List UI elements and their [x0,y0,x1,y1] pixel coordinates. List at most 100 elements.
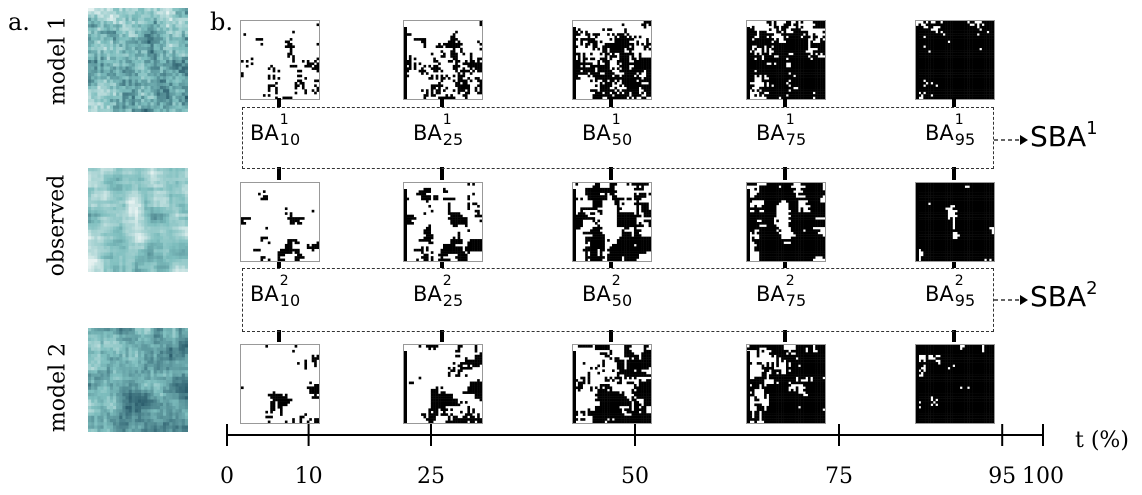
ba-box-1 [242,107,994,169]
ba-base: BA [413,282,442,306]
mask-model-1-t75 [746,20,826,100]
connector-3-0 [277,330,281,342]
connector-1-4 [952,167,956,180]
mask-observed-t10 [240,182,320,262]
ba-superscript: 2 [611,273,621,289]
panel-b-label: b. [210,8,233,36]
connector-3-2 [609,330,613,342]
connector-2-1 [440,262,444,268]
ba-label-1-95: BA 1 95 [925,112,982,149]
ba-base: BA [756,121,785,145]
mask-model-1-t50 [572,20,652,100]
ba-subscript: 10 [279,291,301,310]
ba-subscript: 75 [785,291,807,310]
ba-superscript: 1 [442,112,452,128]
ba-base: BA [582,121,611,145]
mask-model-2-t10 [240,344,320,424]
ba-subscript: 75 [785,130,807,149]
connector-0-4 [952,98,956,107]
ba-label-1-10: BA 1 10 [250,112,307,149]
ba-subscript: 25 [442,291,464,310]
connector-3-4 [952,330,956,342]
sba-1-label: SBA1 [1030,118,1098,153]
model-1-field [88,8,188,112]
ba-label-2-25: BA 2 25 [413,273,470,310]
observed-field [88,168,188,272]
ba-subscript: 25 [442,130,464,149]
connector-2-3 [783,262,787,268]
ba-superscript: 1 [279,112,289,128]
connector-1-3 [783,167,787,180]
connector-2-4 [952,262,956,268]
connector-0-2 [609,98,613,107]
ba-label-2-75: BA 2 75 [756,273,813,310]
mask-model-2-t25 [403,344,483,424]
ba-superscript: 2 [442,273,452,289]
connector-3-3 [783,330,787,342]
sba-1-sup: 1 [1086,118,1098,139]
ba-subscript: 95 [954,130,976,149]
axis-tick-label-100: 100 [1022,464,1064,489]
sba-arrow-2 [994,295,1028,305]
ba-base: BA [413,121,442,145]
axis-tick-label-25: 25 [417,464,445,489]
connector-2-2 [609,262,613,268]
ba-label-1-50: BA 1 50 [582,112,639,149]
ba-superscript: 2 [785,273,795,289]
ba-box-2 [242,268,994,332]
ba-base: BA [250,282,279,306]
sba-arrow-1 [994,135,1028,145]
ba-superscript: 2 [279,273,289,289]
connector-0-3 [783,98,787,107]
ba-label-2-95: BA 2 95 [925,273,982,310]
mask-model-1-t10 [240,20,320,100]
mask-model-2-t95 [915,344,995,424]
sba-2-label: SBA2 [1030,278,1098,313]
ba-superscript: 2 [954,273,964,289]
connector-2-0 [277,262,281,268]
axis-tick-label-0: 0 [220,464,234,489]
sba-1-base: SBA [1030,120,1087,153]
mask-observed-t50 [572,182,652,262]
ba-subscript: 50 [611,291,633,310]
mask-model-2-t50 [572,344,652,424]
ba-subscript: 10 [279,130,301,149]
axis-tick-label-75: 75 [825,464,853,489]
panel-a-label: a. [8,8,30,36]
sba-2-sup: 2 [1086,278,1098,299]
connector-0-1 [440,98,444,107]
model-2-field [88,328,188,432]
ba-superscript: 1 [785,112,795,128]
connector-3-1 [440,330,444,342]
row-label-observed: observed [44,174,70,277]
row-label-model-1: model 1 [45,15,71,106]
mask-model-1-t95 [915,20,995,100]
mask-model-1-t25 [403,20,483,100]
ba-label-2-10: BA 2 10 [250,273,307,310]
ba-superscript: 1 [954,112,964,128]
ba-superscript: 1 [611,112,621,128]
ba-label-2-50: BA 2 50 [582,273,639,310]
connector-1-1 [440,167,444,180]
ba-base: BA [925,121,954,145]
mask-observed-t75 [746,182,826,262]
mask-observed-t95 [915,182,995,262]
connector-0-0 [277,98,281,107]
ba-label-1-75: BA 1 75 [756,112,813,149]
ba-subscript: 95 [954,291,976,310]
axis-tick-label-10: 10 [294,464,323,489]
mask-model-2-t75 [746,344,826,424]
sba-2-base: SBA [1030,280,1087,313]
mask-observed-t25 [403,182,483,262]
ba-base: BA [582,282,611,306]
ba-base: BA [925,282,954,306]
connector-1-2 [609,167,613,180]
ba-base: BA [250,121,279,145]
ba-subscript: 50 [611,130,633,149]
threshold-axis [226,424,1044,446]
ba-base: BA [756,282,785,306]
ba-label-1-25: BA 1 25 [413,112,470,149]
axis-tick-label-95: 95 [988,464,1017,489]
axis-title: t (%) [1075,428,1129,453]
axis-tick-label-50: 50 [621,464,649,489]
